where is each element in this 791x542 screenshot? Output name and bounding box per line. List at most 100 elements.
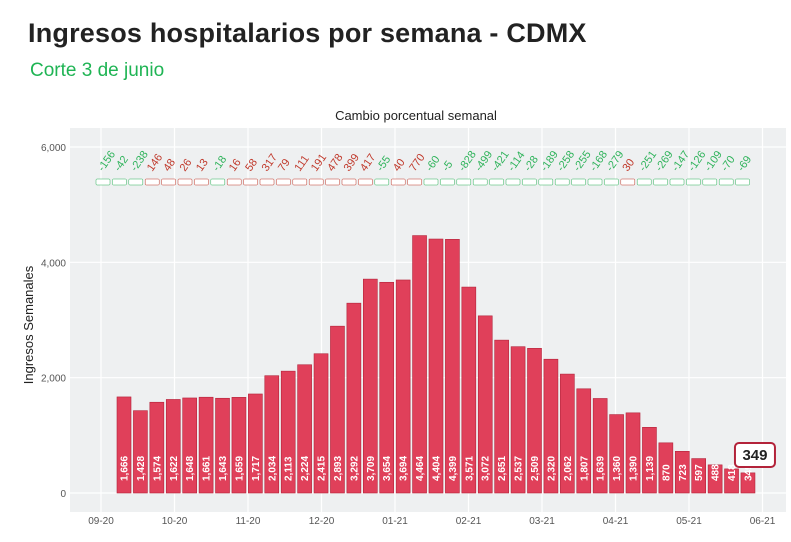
bar-value-label: 488 xyxy=(711,464,722,481)
x-tick-label: 02-21 xyxy=(456,516,482,527)
bar xyxy=(740,472,756,494)
bar-value-label: 1,659 xyxy=(234,456,245,481)
weekly-change-badge xyxy=(456,178,472,186)
bar-value-label: 1,661 xyxy=(202,456,213,481)
weekly-change-badge xyxy=(636,178,652,186)
page-title: Ingresos hospitalarios por semana - CDMX xyxy=(28,18,587,48)
x-tick-label: 09-20 xyxy=(88,516,114,527)
bar xyxy=(264,375,280,494)
bar-value-label: 2,224 xyxy=(300,456,311,481)
bar-value-label: 1,622 xyxy=(169,456,180,481)
bar-value-label: 2,034 xyxy=(267,456,278,481)
x-tick-label: 06-21 xyxy=(750,516,776,527)
weekly-change-badge xyxy=(144,178,160,186)
bar-value-label: 2,893 xyxy=(333,456,344,481)
weekly-change-badge xyxy=(571,178,586,186)
x-tick-label: 03-21 xyxy=(529,516,555,527)
bar-value-label: 2,651 xyxy=(497,456,508,481)
weekly-change-badge xyxy=(407,178,422,186)
weekly-change-badge xyxy=(604,178,619,186)
bar xyxy=(297,364,312,494)
bar-value-label: 3,571 xyxy=(464,456,475,481)
weekly-change-label: 13 xyxy=(194,157,211,174)
bar-value-label: 2,537 xyxy=(514,456,525,481)
weekly-change-label: 30 xyxy=(620,157,637,174)
bar-value-label: 4,399 xyxy=(448,456,459,481)
bar xyxy=(494,339,509,494)
bar-value-label: 3,694 xyxy=(399,456,410,481)
bar-value-label: 597 xyxy=(694,464,705,481)
bar-value-label: 3,709 xyxy=(366,456,377,481)
weekly-change-badge xyxy=(538,178,554,186)
weekly-change-badge xyxy=(161,178,176,186)
bar xyxy=(658,442,674,494)
bar xyxy=(543,358,559,494)
weekly-change-badge xyxy=(702,178,718,186)
bar-value-label: 349 xyxy=(743,464,754,481)
x-tick-label: 10-20 xyxy=(162,516,188,527)
bar xyxy=(592,398,608,494)
bar xyxy=(362,278,378,494)
weekly-change-badge xyxy=(440,178,455,186)
weekly-change-badge xyxy=(226,178,242,186)
bar-value-label: 3,292 xyxy=(349,456,360,481)
y-tick-label: 0 xyxy=(60,489,66,500)
bar-value-label: 1,807 xyxy=(579,456,590,481)
bar xyxy=(116,396,132,494)
bar-value-label: 2,509 xyxy=(530,456,541,481)
bar-value-label: 418 xyxy=(727,464,738,481)
weekly-change-badge xyxy=(259,178,275,186)
bar xyxy=(510,346,526,494)
weekly-change-label: 79 xyxy=(276,157,293,174)
bar-value-label: 2,320 xyxy=(546,456,557,481)
bar xyxy=(724,468,739,494)
weekly-change-badge xyxy=(423,178,439,186)
weekly-change-badge xyxy=(554,178,570,186)
bar xyxy=(674,451,690,494)
bar xyxy=(445,239,460,494)
weekly-change-badge xyxy=(374,178,390,186)
bar xyxy=(691,458,707,494)
bar-value-label: 1,360 xyxy=(612,456,623,481)
weekly-change-badge xyxy=(358,178,373,186)
y-axis-title: Ingresos Semanales xyxy=(21,265,36,384)
last-value-badge xyxy=(733,442,776,468)
weekly-change-badge xyxy=(489,178,504,186)
weekly-change-badge xyxy=(735,178,750,186)
weekly-change-label: 48 xyxy=(161,157,178,174)
bar-value-label: 2,113 xyxy=(284,456,295,481)
weekly-change-badge xyxy=(95,178,111,186)
bar-value-label: 1,648 xyxy=(185,456,196,481)
bar xyxy=(231,397,247,494)
bar xyxy=(330,325,345,494)
bar xyxy=(313,353,329,494)
weekly-change-badge xyxy=(128,178,144,186)
weekly-change-label: 26 xyxy=(178,157,195,174)
y-tick-label: 2,000 xyxy=(41,374,66,385)
bar-value-label: 1,428 xyxy=(136,456,147,481)
bar xyxy=(215,397,230,494)
bar xyxy=(642,427,657,494)
bar-value-label: 1,574 xyxy=(152,456,163,481)
weekly-change-badge xyxy=(210,178,226,186)
x-tick-label: 01-21 xyxy=(382,516,408,527)
chart-title: Cambio porcentual semanal xyxy=(335,108,497,123)
weekly-change-badge xyxy=(620,178,636,186)
bar-value-label: 4,404 xyxy=(431,456,442,481)
weekly-change-badge xyxy=(177,178,193,186)
bar xyxy=(248,393,263,494)
bar-value-label: 1,639 xyxy=(596,456,607,481)
bar xyxy=(609,414,624,494)
weekly-change-badge xyxy=(669,178,685,186)
weekly-change-badge xyxy=(341,178,357,186)
bar xyxy=(576,388,592,494)
weekly-change-badge xyxy=(505,178,521,186)
weekly-change-label: 40 xyxy=(391,157,408,174)
bar-value-label: 2,062 xyxy=(563,456,574,481)
page-subtitle: Corte 3 de junio xyxy=(30,60,165,81)
bar xyxy=(477,315,493,494)
bar xyxy=(412,235,427,494)
x-tick-label: 12-20 xyxy=(309,516,335,527)
bar-value-label: 870 xyxy=(661,464,672,481)
